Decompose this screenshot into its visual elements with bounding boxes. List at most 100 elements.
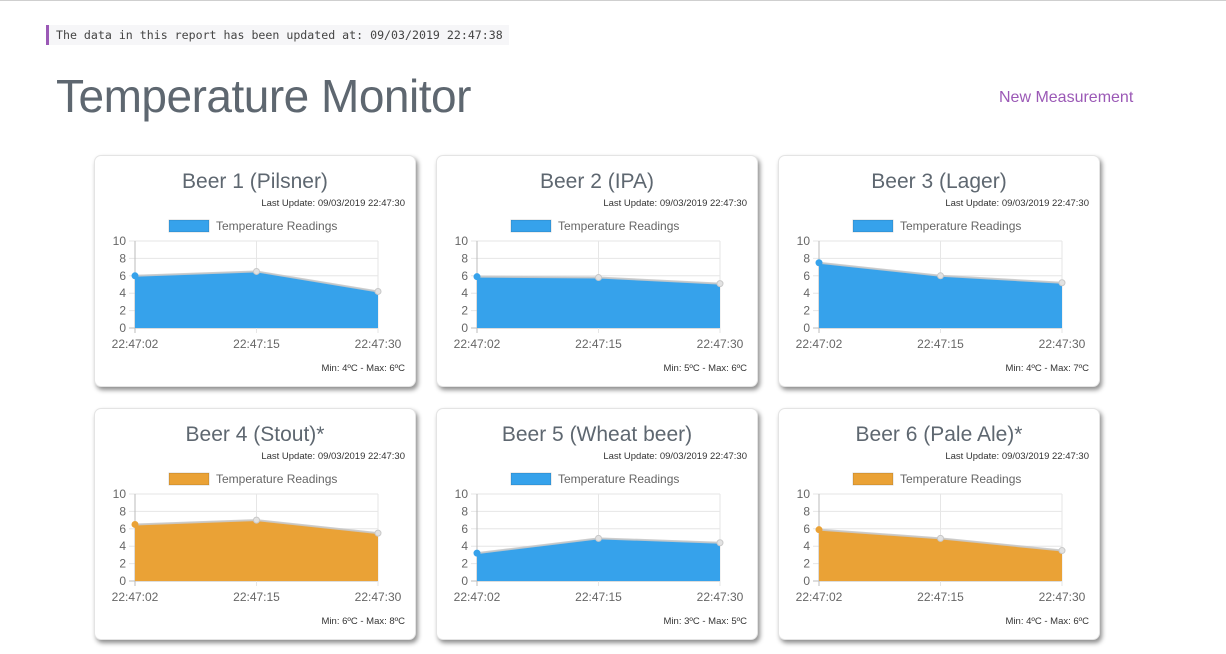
x-tick-label: 22:47:15	[575, 337, 622, 351]
y-tick-label: 6	[119, 522, 126, 536]
last-update-text: Last Update: 09/03/2019 22:47:30	[603, 198, 747, 210]
beer-card: Beer 5 (Wheat beer) Last Update: 09/03/20…	[436, 408, 758, 640]
x-tick-label: 22:47:15	[575, 590, 622, 604]
last-update-text: Last Update: 09/03/2019 22:47:30	[603, 451, 747, 463]
data-point[interactable]	[132, 521, 138, 527]
y-tick-label: 6	[461, 269, 468, 283]
card-title: Beer 3 (Lager)	[779, 169, 1099, 195]
y-tick-label: 0	[119, 321, 126, 335]
min-max-text: Min: 4ºC - Max: 6ºC	[322, 363, 405, 375]
legend-swatch[interactable]	[169, 220, 209, 232]
data-point[interactable]	[474, 550, 480, 556]
legend-swatch[interactable]	[853, 220, 893, 232]
data-point[interactable]	[474, 274, 480, 280]
legend-label[interactable]: Temperature Readings	[900, 219, 1021, 233]
legend-label[interactable]: Temperature Readings	[900, 472, 1021, 486]
data-point[interactable]	[375, 288, 381, 294]
data-point[interactable]	[375, 530, 381, 536]
y-tick-label: 10	[797, 487, 811, 501]
x-tick-label: 22:47:02	[796, 337, 843, 351]
y-tick-label: 0	[803, 321, 810, 335]
beer-card: Beer 4 (Stout)* Last Update: 09/03/2019 2…	[94, 408, 416, 640]
y-tick-label: 0	[461, 574, 468, 588]
y-tick-label: 2	[461, 304, 468, 318]
y-tick-label: 4	[119, 286, 126, 300]
data-point[interactable]	[717, 540, 723, 546]
legend-swatch[interactable]	[853, 473, 893, 485]
x-tick-label: 22:47:30	[1039, 590, 1086, 604]
y-tick-label: 8	[461, 504, 468, 518]
y-tick-label: 10	[113, 487, 127, 501]
last-update-text: Last Update: 09/03/2019 22:47:30	[945, 198, 1089, 210]
temperature-area	[477, 277, 720, 328]
x-tick-label: 22:47:15	[233, 590, 280, 604]
data-point[interactable]	[816, 260, 822, 266]
min-max-text: Min: 6ºC - Max: 8ºC	[322, 616, 405, 628]
last-update-text: Last Update: 09/03/2019 22:47:30	[261, 451, 405, 463]
card-title: Beer 5 (Wheat beer)	[437, 422, 757, 448]
y-tick-label: 0	[119, 574, 126, 588]
new-measurement-link[interactable]: New Measurement	[999, 88, 1133, 108]
legend-swatch[interactable]	[511, 220, 551, 232]
data-point[interactable]	[1059, 548, 1065, 554]
y-tick-label: 10	[113, 234, 127, 248]
x-tick-label: 22:47:30	[355, 590, 402, 604]
last-update-text: Last Update: 09/03/2019 22:47:30	[945, 451, 1089, 463]
x-tick-label: 22:47:02	[796, 590, 843, 604]
legend-swatch[interactable]	[511, 473, 551, 485]
min-max-text: Min: 4ºC - Max: 6ºC	[1006, 616, 1089, 628]
y-tick-label: 6	[803, 522, 810, 536]
y-tick-label: 2	[119, 557, 126, 571]
data-point[interactable]	[1059, 280, 1065, 286]
y-tick-label: 2	[803, 304, 810, 318]
page-title: Temperature Monitor	[56, 68, 471, 124]
x-tick-label: 22:47:02	[454, 590, 501, 604]
temperature-chart: Temperature Readings 0 2 4 6 8 10 22:47:02 22:47…	[95, 214, 415, 354]
min-max-text: Min: 3ºC - Max: 5ºC	[664, 616, 747, 628]
y-tick-label: 8	[803, 251, 810, 265]
card-title: Beer 2 (IPA)	[437, 169, 757, 195]
temperature-chart: Temperature Readings 0 2 4 6 8 10 22:47:02 22:47…	[779, 467, 1099, 607]
data-point[interactable]	[596, 535, 602, 541]
data-updated-banner: The data in this report has been updated…	[46, 25, 509, 45]
legend-swatch[interactable]	[169, 473, 209, 485]
y-tick-label: 4	[803, 539, 810, 553]
beer-card: Beer 1 (Pilsner) Last Update: 09/03/2019 …	[94, 155, 416, 387]
card-title: Beer 1 (Pilsner)	[95, 169, 415, 195]
data-point[interactable]	[254, 517, 260, 523]
y-tick-label: 10	[455, 234, 469, 248]
legend-label[interactable]: Temperature Readings	[216, 219, 337, 233]
y-tick-label: 2	[119, 304, 126, 318]
legend-label[interactable]: Temperature Readings	[558, 219, 679, 233]
top-divider	[0, 0, 1226, 1]
y-tick-label: 4	[803, 286, 810, 300]
temperature-chart: Temperature Readings 0 2 4 6 8 10 22:47:02 22:47…	[779, 214, 1099, 354]
x-tick-label: 22:47:30	[697, 337, 744, 351]
data-point[interactable]	[938, 535, 944, 541]
legend-label[interactable]: Temperature Readings	[558, 472, 679, 486]
y-tick-label: 0	[803, 574, 810, 588]
data-point[interactable]	[717, 281, 723, 287]
beer-card: Beer 2 (IPA) Last Update: 09/03/2019 22:4…	[436, 155, 758, 387]
y-tick-label: 8	[803, 504, 810, 518]
min-max-text: Min: 5ºC - Max: 6ºC	[664, 363, 747, 375]
y-tick-label: 8	[119, 251, 126, 265]
legend-label[interactable]: Temperature Readings	[216, 472, 337, 486]
data-point[interactable]	[596, 275, 602, 281]
data-point[interactable]	[816, 527, 822, 533]
y-tick-label: 0	[461, 321, 468, 335]
y-tick-label: 10	[797, 234, 811, 248]
temperature-area	[135, 271, 378, 328]
y-tick-label: 6	[461, 522, 468, 536]
y-tick-label: 8	[119, 504, 126, 518]
data-point[interactable]	[254, 268, 260, 274]
y-tick-label: 2	[461, 557, 468, 571]
x-tick-label: 22:47:30	[697, 590, 744, 604]
temperature-area	[477, 538, 720, 581]
y-tick-label: 2	[803, 557, 810, 571]
data-point[interactable]	[938, 273, 944, 279]
x-tick-label: 22:47:02	[112, 337, 159, 351]
data-point[interactable]	[132, 273, 138, 279]
temperature-chart: Temperature Readings 0 2 4 6 8 10 22:47:02 22:47…	[437, 467, 757, 607]
beer-card: Beer 6 (Pale Ale)* Last Update: 09/03/201…	[778, 408, 1100, 640]
